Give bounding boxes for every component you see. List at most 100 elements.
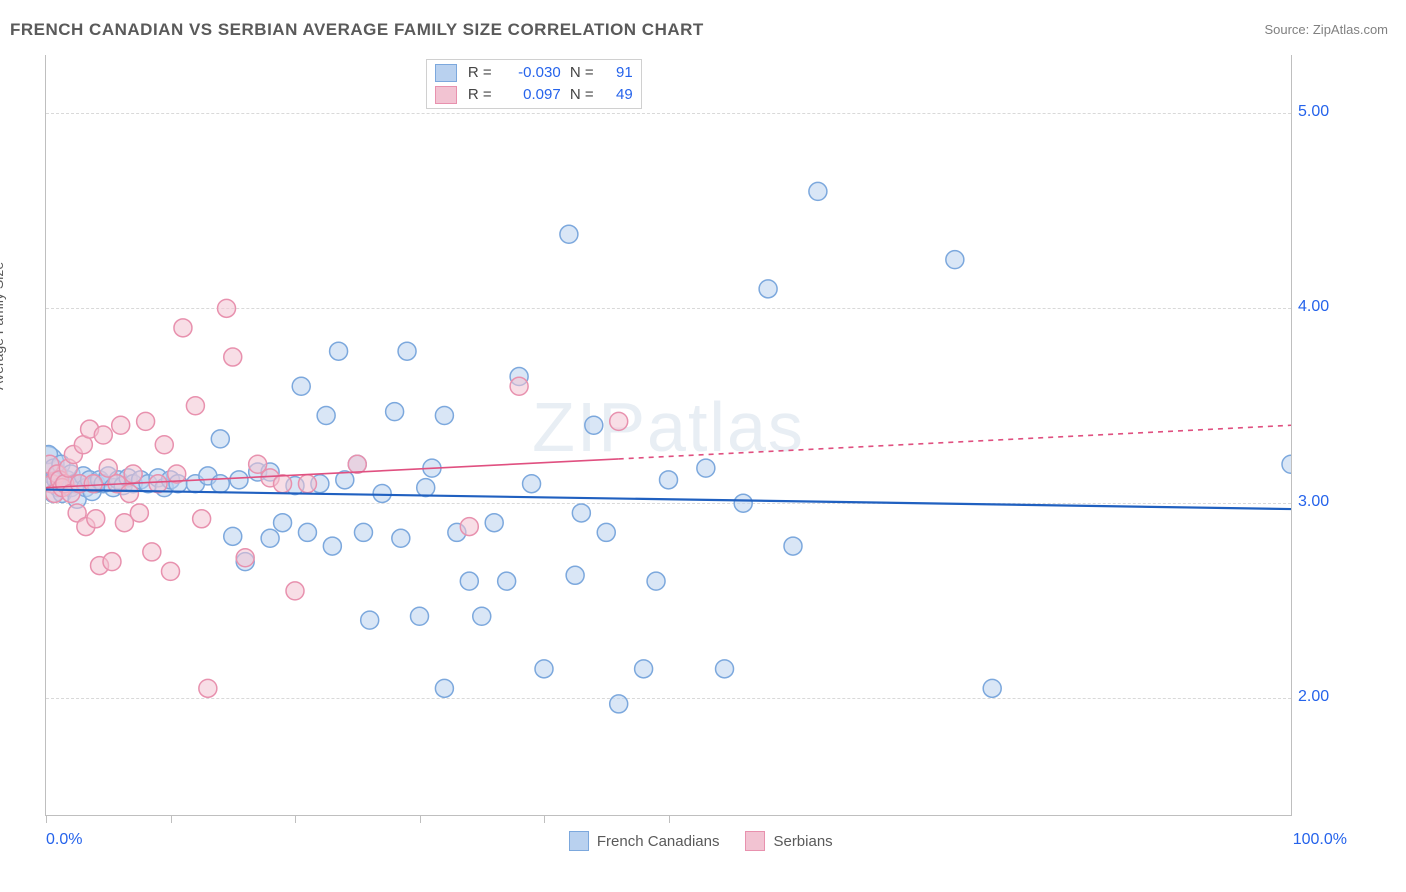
scatter-point [292, 377, 310, 395]
scatter-point [103, 553, 121, 571]
scatter-point [510, 377, 528, 395]
scatter-point [560, 225, 578, 243]
scatter-point [535, 660, 553, 678]
stat-label: R = [465, 86, 495, 104]
scatter-point [759, 280, 777, 298]
scatter-point [149, 475, 167, 493]
y-axis-label: Average Family Size [0, 262, 6, 390]
stat-r-value: -0.030 [501, 64, 561, 82]
scatter-point [585, 416, 603, 434]
scatter-point [120, 484, 138, 502]
stat-label: R = [465, 64, 495, 82]
scatter-point [317, 407, 335, 425]
scatter-point [224, 527, 242, 545]
scatter-point [716, 660, 734, 678]
scatter-point [784, 537, 802, 555]
scatter-point [274, 475, 292, 493]
scatter-point [274, 514, 292, 532]
scatter-point [174, 319, 192, 337]
scatter-point [946, 251, 964, 269]
legend-item: Serbians [745, 831, 832, 851]
scatter-point [647, 572, 665, 590]
scatter-point [485, 514, 503, 532]
y-tick-label: 4.00 [1298, 298, 1353, 316]
scatter-point [373, 484, 391, 502]
scatter-point [298, 475, 316, 493]
stats-box: R =-0.030N =91R =0.097N =49 [426, 59, 642, 109]
scatter-point [230, 471, 248, 489]
scatter-point [298, 523, 316, 541]
scatter-point [411, 607, 429, 625]
scatter-point [348, 455, 366, 473]
scatter-svg [46, 55, 1291, 815]
x-tick-mark [295, 815, 296, 823]
x-tick-mark [171, 815, 172, 823]
stat-n-value: 91 [603, 64, 633, 82]
plot-area: ZIPatlas 2.003.004.005.00 0.0% 100.0% R … [45, 55, 1292, 816]
scatter-point [697, 459, 715, 477]
scatter-point [392, 529, 410, 547]
scatter-point [566, 566, 584, 584]
scatter-point [809, 182, 827, 200]
stat-label: N = [567, 64, 597, 82]
scatter-point [236, 549, 254, 567]
scatter-point [417, 479, 435, 497]
scatter-point [143, 543, 161, 561]
chart-title: FRENCH CANADIAN VS SERBIAN AVERAGE FAMIL… [10, 20, 704, 40]
legend-label: French Canadians [597, 833, 720, 850]
x-min-label: 0.0% [46, 831, 82, 849]
scatter-point [155, 436, 173, 454]
scatter-point [130, 504, 148, 522]
scatter-point [473, 607, 491, 625]
scatter-point [660, 471, 678, 489]
scatter-point [460, 518, 478, 536]
x-tick-mark [669, 815, 670, 823]
scatter-point [137, 412, 155, 430]
scatter-point [435, 679, 453, 697]
legend-swatch [745, 831, 765, 851]
legend-label: Serbians [773, 833, 832, 850]
scatter-point [354, 523, 372, 541]
scatter-point [610, 412, 628, 430]
legend-swatch [569, 831, 589, 851]
x-tick-mark [46, 815, 47, 823]
scatter-point [361, 611, 379, 629]
bottom-legend: French Canadians Serbians [569, 831, 833, 851]
scatter-point [193, 510, 211, 528]
scatter-point [983, 679, 1001, 697]
stat-r-value: 0.097 [501, 86, 561, 104]
scatter-point [211, 430, 229, 448]
legend-swatch [435, 86, 457, 104]
scatter-point [398, 342, 416, 360]
source-label: Source: ZipAtlas.com [1264, 22, 1388, 37]
scatter-point [286, 582, 304, 600]
scatter-point [435, 407, 453, 425]
y-tick-label: 3.00 [1298, 493, 1353, 511]
scatter-point [1282, 455, 1291, 473]
scatter-point [460, 572, 478, 590]
scatter-point [635, 660, 653, 678]
scatter-point [162, 562, 180, 580]
scatter-point [199, 679, 217, 697]
scatter-point [261, 529, 279, 547]
scatter-point [87, 510, 105, 528]
x-tick-mark [420, 815, 421, 823]
scatter-point [224, 348, 242, 366]
scatter-point [211, 475, 229, 493]
scatter-point [112, 416, 130, 434]
legend-item: French Canadians [569, 831, 720, 851]
scatter-point [124, 465, 142, 483]
scatter-point [572, 504, 590, 522]
x-max-label: 100.0% [1293, 831, 1347, 849]
x-tick-mark [544, 815, 545, 823]
scatter-point [523, 475, 541, 493]
scatter-point [597, 523, 615, 541]
scatter-point [498, 572, 516, 590]
y-tick-label: 5.00 [1298, 103, 1353, 121]
stat-n-value: 49 [603, 86, 633, 104]
scatter-point [218, 299, 236, 317]
scatter-point [386, 403, 404, 421]
scatter-point [186, 397, 204, 415]
scatter-point [94, 426, 112, 444]
chart-container: FRENCH CANADIAN VS SERBIAN AVERAGE FAMIL… [0, 0, 1406, 892]
